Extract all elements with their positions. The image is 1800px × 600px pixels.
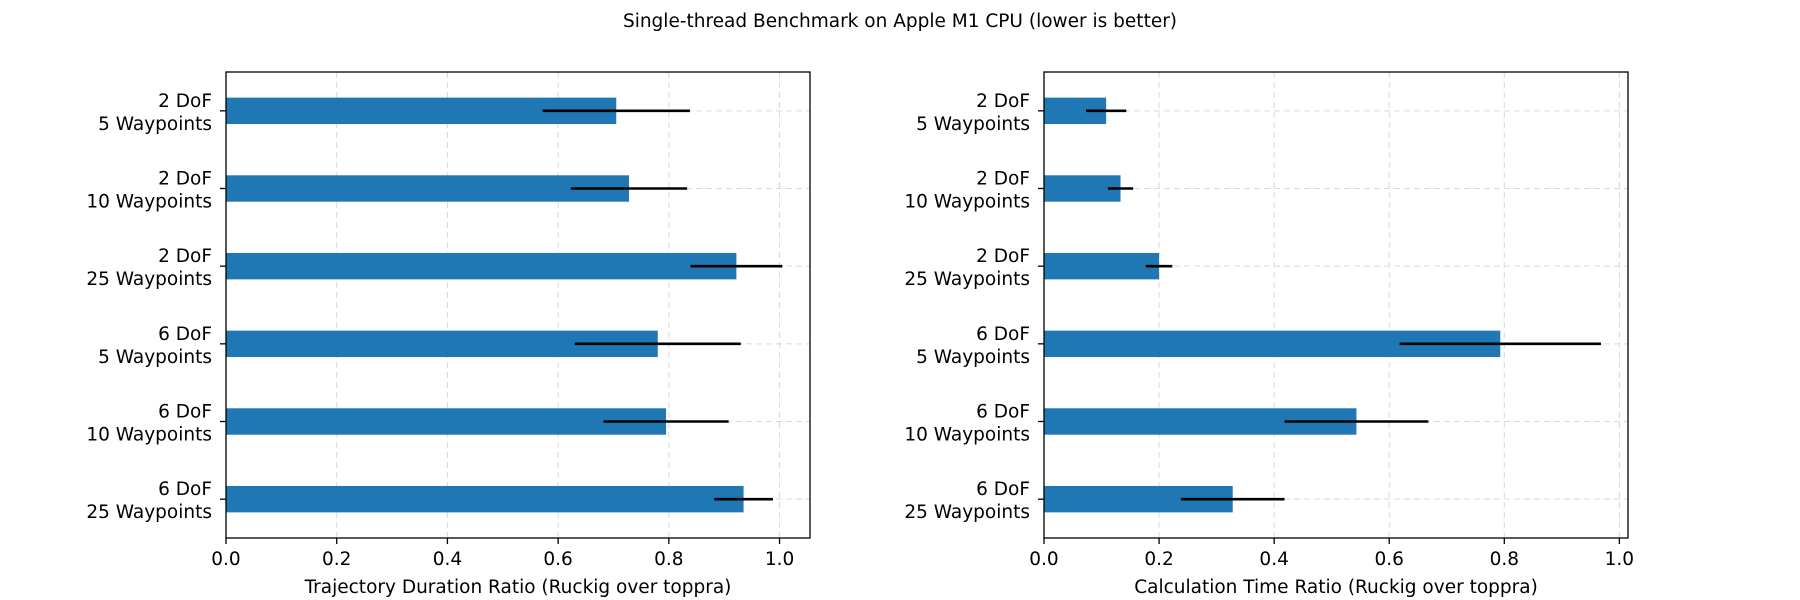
y-tick-label-waypoints: 5 Waypoints <box>98 347 212 368</box>
y-tick-label-dof: 6 DoF <box>158 402 212 423</box>
y-tick-label-waypoints: 5 Waypoints <box>916 347 1030 368</box>
y-tick-label-waypoints: 25 Waypoints <box>86 502 212 523</box>
y-tick-label-dof: 2 DoF <box>976 91 1030 112</box>
x-tick-label: 0.4 <box>433 549 462 570</box>
x-tick-label: 0.0 <box>1029 549 1058 570</box>
bar <box>226 175 629 202</box>
bar <box>226 485 744 513</box>
x-tick-label: 1.0 <box>1605 549 1634 570</box>
y-tick-label-waypoints: 10 Waypoints <box>904 192 1030 213</box>
axes-frame <box>225 71 811 539</box>
y-tick-label-dof: 2 DoF <box>158 91 212 112</box>
x-axis-label: Calculation Time Ratio (Ruckig over topp… <box>1134 577 1538 598</box>
bar <box>1044 252 1160 280</box>
y-tick-label-dof: 2 DoF <box>976 246 1030 267</box>
y-tick-label-waypoints: 5 Waypoints <box>916 114 1030 135</box>
x-tick-label: 0.6 <box>543 549 572 570</box>
y-tick-label-waypoints: 25 Waypoints <box>904 269 1030 290</box>
x-tick-label: 0.8 <box>654 549 683 570</box>
figure-title: Single-thread Benchmark on Apple M1 CPU … <box>623 11 1177 32</box>
x-tick-label: 0.8 <box>1490 549 1519 570</box>
y-tick-label-waypoints: 10 Waypoints <box>904 425 1030 446</box>
axes-frame <box>1043 71 1629 539</box>
bar <box>1044 175 1121 202</box>
y-tick-label-waypoints: 25 Waypoints <box>86 269 212 290</box>
x-tick-label: 0.6 <box>1375 549 1404 570</box>
bar <box>226 408 667 435</box>
y-tick-label-dof: 6 DoF <box>158 479 212 500</box>
y-tick-label-waypoints: 25 Waypoints <box>904 502 1030 523</box>
y-tick-label-waypoints: 5 Waypoints <box>98 114 212 135</box>
x-tick-label: 1.0 <box>765 549 794 570</box>
y-tick-label-dof: 2 DoF <box>158 246 212 267</box>
y-tick-label-dof: 6 DoF <box>976 402 1030 423</box>
y-tick-label-dof: 6 DoF <box>976 479 1030 500</box>
x-tick-label: 0.2 <box>1144 549 1173 570</box>
y-tick-label-dof: 2 DoF <box>158 169 212 190</box>
y-tick-label-waypoints: 10 Waypoints <box>86 192 212 213</box>
x-tick-label: 0.2 <box>322 549 351 570</box>
x-tick-label: 0.4 <box>1259 549 1288 570</box>
y-tick-label-dof: 2 DoF <box>976 169 1030 190</box>
x-axis-label: Trajectory Duration Ratio (Ruckig over t… <box>304 577 732 598</box>
bar <box>226 252 737 280</box>
x-tick-label: 0.0 <box>211 549 240 570</box>
y-tick-label-dof: 6 DoF <box>976 324 1030 345</box>
y-tick-label-waypoints: 10 Waypoints <box>86 425 212 446</box>
y-tick-label-dof: 6 DoF <box>158 324 212 345</box>
